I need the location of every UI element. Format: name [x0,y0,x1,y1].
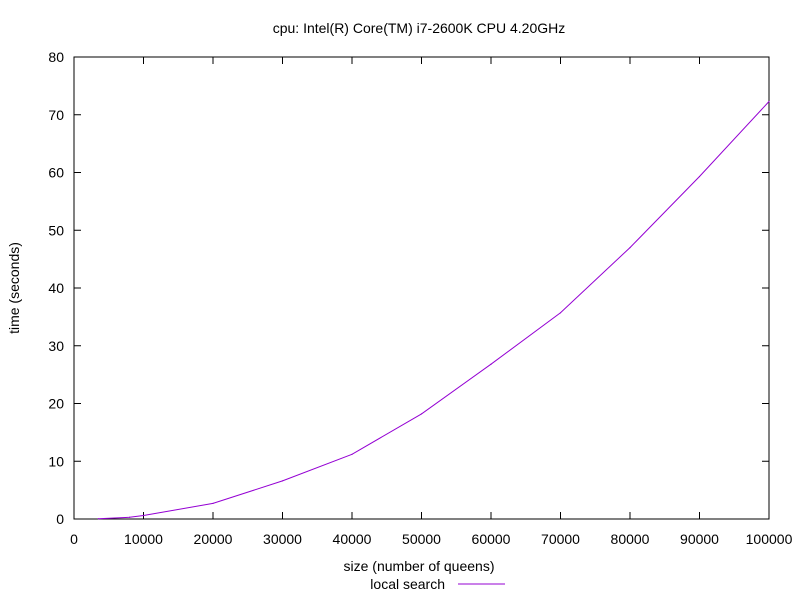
x-axis-label: size (number of queens) [344,558,495,574]
data-point [351,453,353,455]
plot-frame [73,56,770,520]
y-tick-label: 70 [48,107,64,123]
series-line-0 [98,101,770,520]
x-tick-label: 30000 [263,531,302,547]
data-point [559,312,562,314]
data-point [212,502,214,505]
legend: local search [370,576,505,592]
x-tick-label: 80000 [611,531,650,547]
y-axis-label: time (seconds) [6,242,22,334]
x-tick-label: 40000 [333,531,372,547]
data-point [490,363,492,365]
data-point [629,246,631,249]
x-tick-label: 20000 [194,531,233,547]
x-tick-label: 10000 [124,531,163,547]
y-tick-label: 20 [48,396,64,412]
series-layer [97,100,770,520]
y-tick-label: 10 [48,453,64,469]
y-tick-label: 40 [48,280,64,296]
data-point [142,514,145,517]
y-tick-label: 60 [48,165,64,181]
data-point [97,518,99,520]
chart-title: cpu: Intel(R) Core(TM) i7-2600K CPU 4.20… [273,20,566,36]
x-tick-label: 90000 [680,531,719,547]
legend-label: local search [370,576,445,592]
x-tick-label: 0 [70,531,78,547]
x-tick-label: 70000 [541,531,580,547]
y-tick-label: 80 [48,49,64,65]
data-point [129,516,131,518]
y-tick-label: 30 [48,338,64,354]
data-point [698,175,701,178]
data-point [420,413,423,415]
x-tick-label: 100000 [746,531,793,547]
x-tick-label: 60000 [472,531,511,547]
axis-ticks: 0 10000 20000 30000 40000 50000 60000 70000 8000… [48,49,792,547]
data-point [768,100,770,103]
data-point [281,480,284,482]
y-tick-label: 0 [56,511,64,527]
x-tick-label: 50000 [402,531,441,547]
y-tick-label: 50 [48,222,64,238]
